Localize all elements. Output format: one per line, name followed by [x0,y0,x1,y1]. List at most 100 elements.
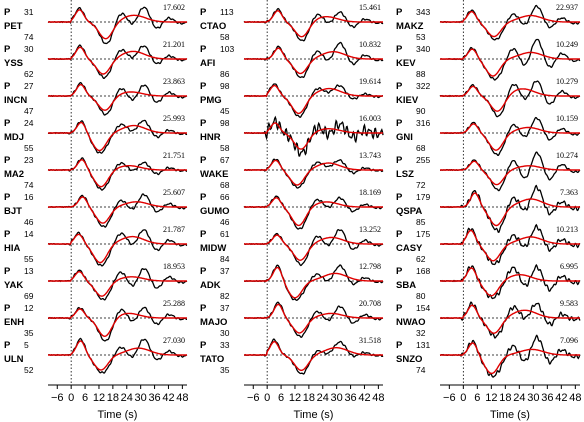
station-label: LSZ [396,169,414,180]
station-label: CASY [396,243,423,254]
synthetic-waveform [48,196,187,224]
station-label: CTAO [200,21,226,32]
synthetic-waveform [440,48,580,77]
observed-waveform [439,263,581,300]
x-tick-label: 30 [331,392,343,404]
synthetic-waveform [48,159,187,188]
station-label: INCN [4,95,27,106]
distance-label: 58 [220,143,230,153]
synthetic-waveform [244,197,383,227]
x-axis-label: Time (s) [490,409,530,421]
observed-waveform [47,229,188,267]
distance-label: 35 [24,328,34,338]
amplitude-label: 31.518 [359,336,381,345]
observed-waveform [439,334,581,378]
synthetic-waveform [440,304,580,334]
azimuth-label: 343 [416,7,430,17]
phase-label: P [200,340,207,351]
amplitude-label: 19.614 [359,77,381,86]
distance-label: 35 [220,365,230,375]
azimuth-label: 255 [416,155,430,165]
phase-label: P [396,229,403,240]
synthetic-waveform [48,46,187,75]
synthetic-waveform [440,11,580,38]
synthetic-waveform [244,10,383,38]
azimuth-label: 37 [220,303,230,313]
x-tick-label: −6 [51,392,64,404]
observed-waveform [47,119,188,154]
distance-label: 86 [220,69,230,79]
distance-label: 90 [416,106,426,116]
phase-label: P [200,192,207,203]
phase-label: P [396,340,403,351]
synthetic-waveform [440,85,580,112]
azimuth-label: 179 [416,192,430,202]
x-tick-label: 48 [372,392,384,404]
distance-label: 62 [416,254,426,264]
station-label: PMG [200,95,222,106]
phase-label: P [396,81,403,92]
station-label: HNR [200,132,221,143]
x-tick-label: 24 [317,392,329,404]
distance-label: 58 [220,32,230,42]
x-tick-label: 6 [82,392,88,404]
distance-label: 46 [24,217,34,227]
phase-label: P [4,266,11,277]
phase-label: P [200,44,207,55]
azimuth-label: 24 [24,118,34,128]
station-label: WAKE [200,169,229,180]
distance-label: 62 [24,69,34,79]
station-label: MIDW [200,243,226,254]
azimuth-label: 98 [220,118,230,128]
distance-label: 88 [416,69,426,79]
amplitude-label: 10.279 [556,77,578,86]
x-tick-label: 12 [485,392,497,404]
amplitude-label: 25.288 [163,299,185,308]
station-label: HIA [4,243,21,254]
observed-waveform [243,83,383,119]
x-tick-label: 36 [344,392,356,404]
phase-label: P [4,229,11,240]
x-tick-label: 18 [303,392,315,404]
azimuth-label: 31 [24,7,34,17]
synthetic-waveform [244,234,383,261]
observed-waveform [243,158,384,189]
station-label: ADK [200,280,221,291]
observed-waveform [440,301,581,339]
synthetic-waveform [440,192,580,227]
station-label: TATO [200,354,224,365]
phase-label: P [4,192,11,203]
azimuth-label: 12 [24,303,34,313]
azimuth-label: 113 [220,7,234,17]
phase-label: P [396,192,403,203]
phase-label: P [200,81,207,92]
amplitude-label: 20.708 [359,299,381,308]
x-tick-label: 30 [135,392,147,404]
amplitude-label: 10.832 [359,40,381,49]
x-tick-label: 42 [555,392,567,404]
amplitude-label: 10.159 [556,114,578,123]
phase-label: P [200,155,207,166]
azimuth-label: 37 [220,266,230,276]
x-tick-label: 18 [499,392,511,404]
amplitude-label: 25.993 [163,114,185,123]
synthetic-waveform [244,47,383,75]
x-tick-label: 0 [460,392,466,404]
synthetic-waveform [440,342,580,375]
observed-waveform [47,44,188,79]
distance-label: 85 [416,217,426,227]
synthetic-waveform [440,267,580,297]
distance-label: 55 [24,143,34,153]
synthetic-waveform [440,160,580,186]
station-label: GNI [396,132,413,143]
azimuth-label: 14 [24,229,34,239]
station-label: MAJO [200,317,227,328]
station-label: KIEV [396,95,419,106]
azimuth-label: 175 [416,229,430,239]
distance-label: 74 [24,180,34,190]
azimuth-label: 33 [220,340,230,350]
x-tick-label: 48 [176,392,188,404]
synthetic-waveform [244,84,383,115]
station-label: BJT [4,206,22,217]
